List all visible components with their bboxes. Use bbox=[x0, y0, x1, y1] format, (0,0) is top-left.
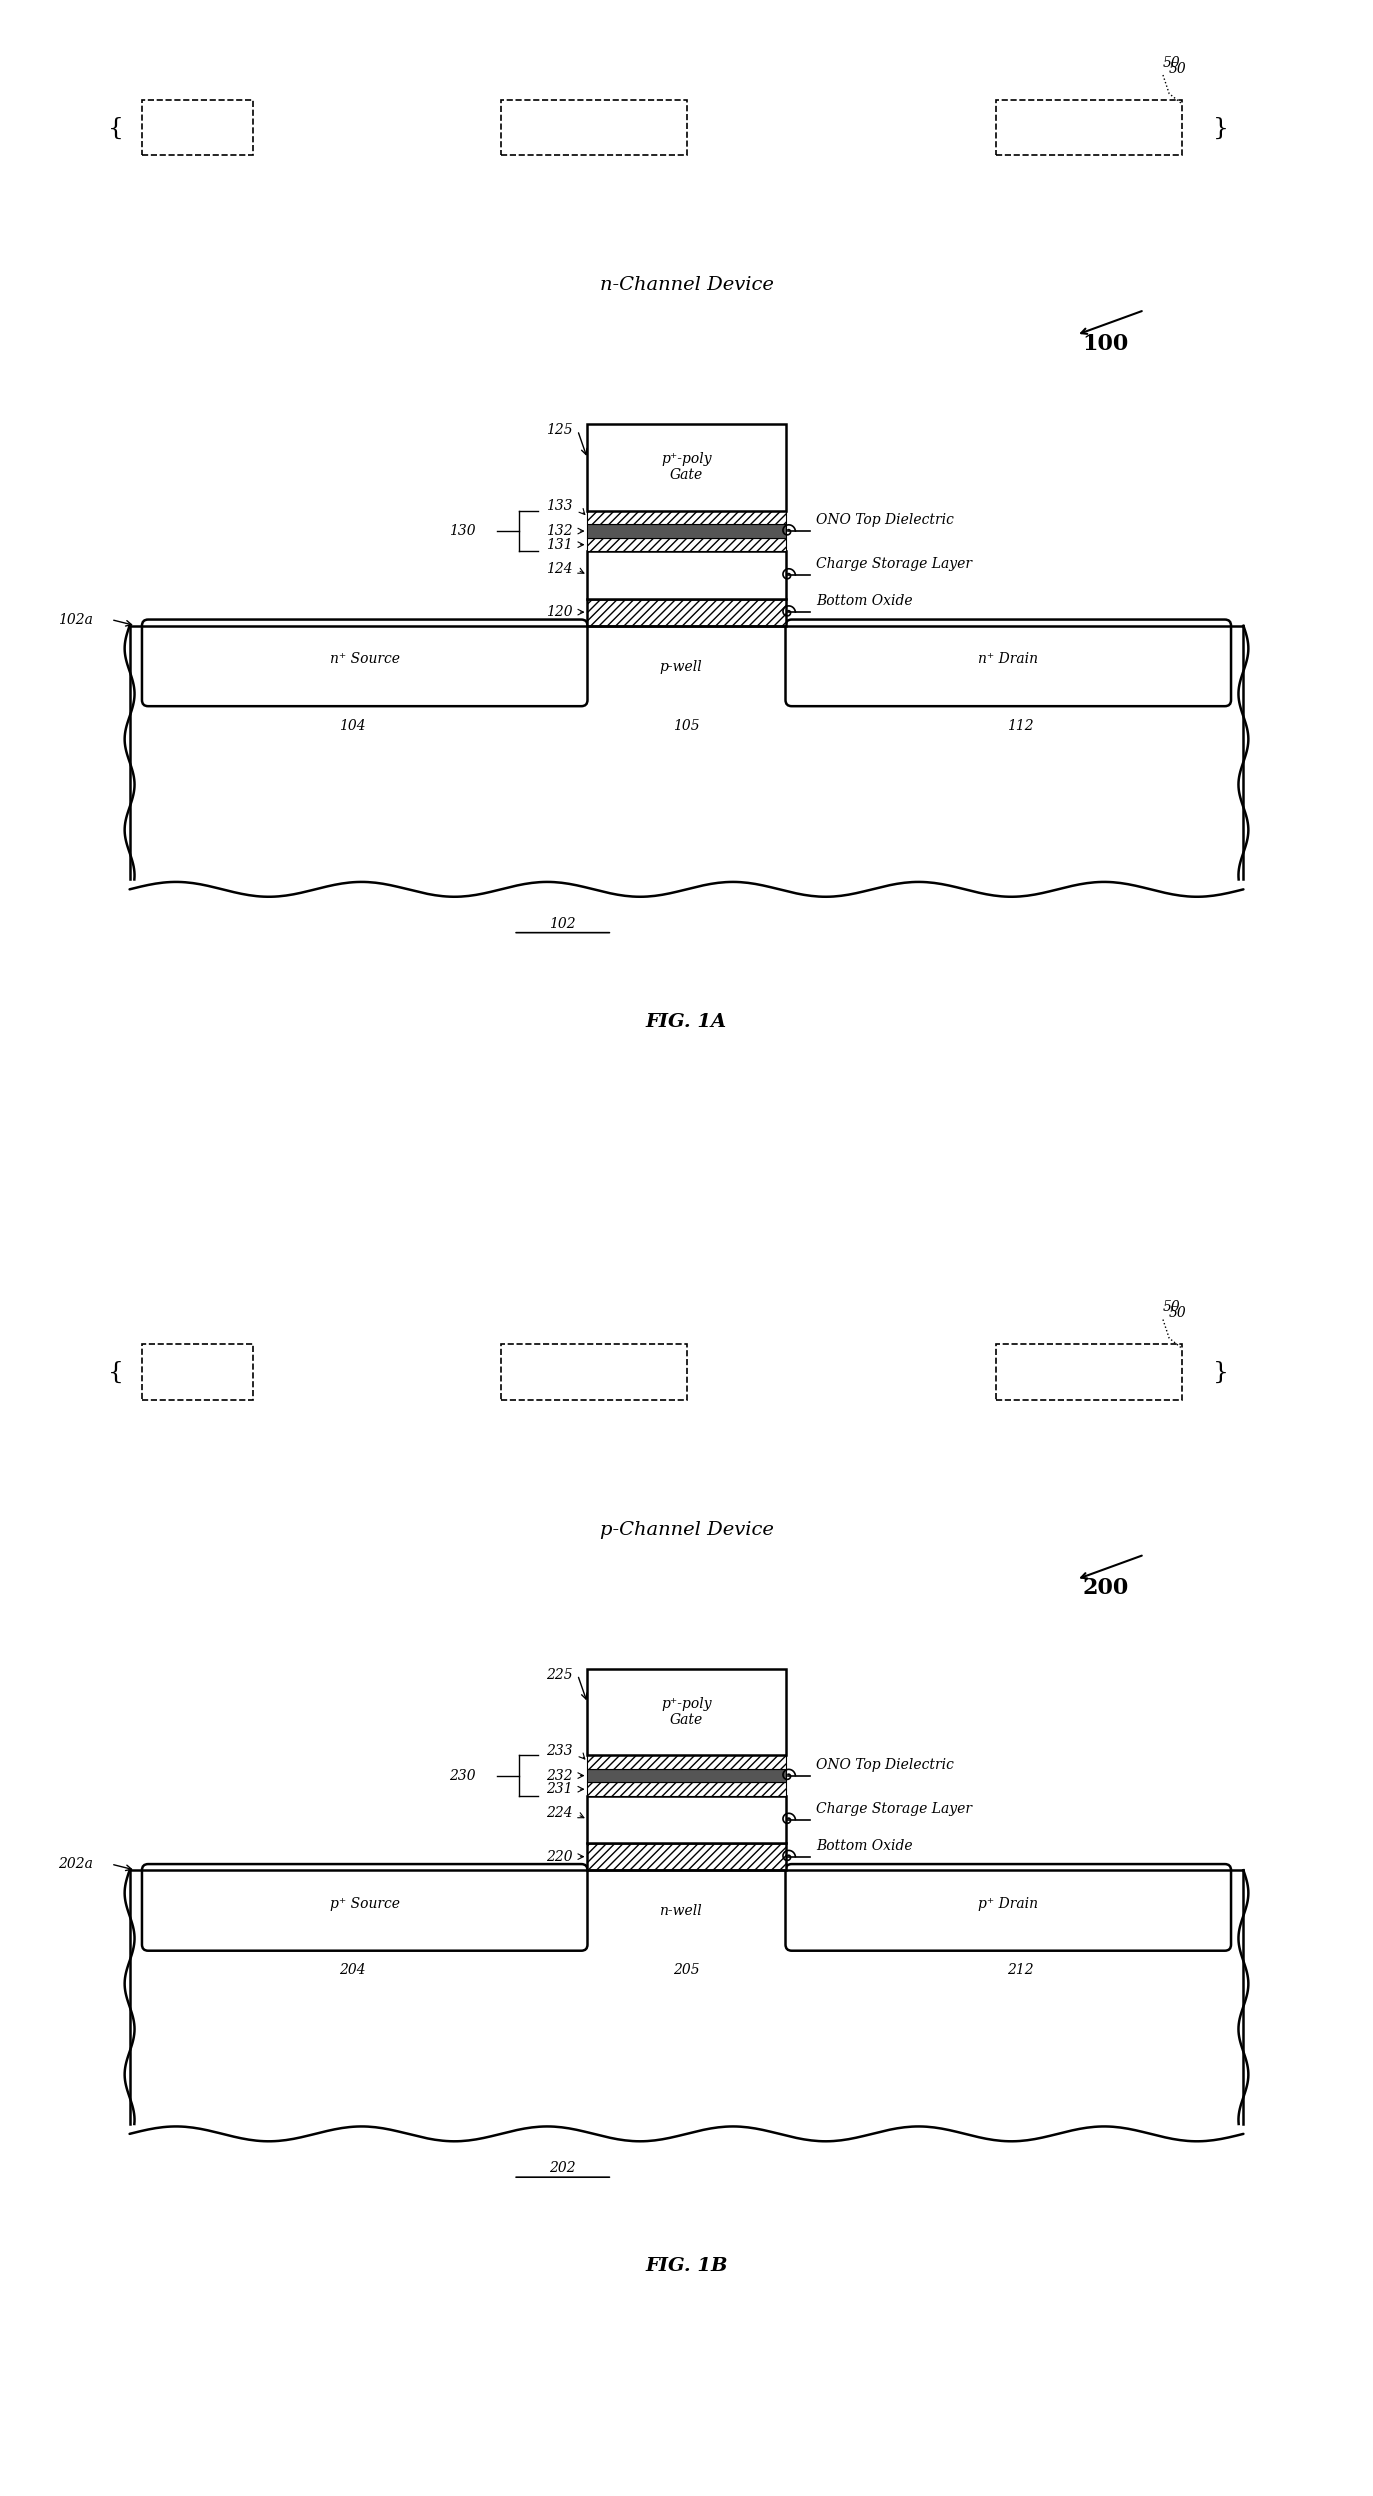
Text: }: } bbox=[1212, 117, 1229, 140]
Bar bbox=[141, 1345, 254, 1400]
Text: 200: 200 bbox=[1082, 1577, 1129, 1600]
Text: 50: 50 bbox=[1163, 1300, 1181, 1315]
FancyBboxPatch shape bbox=[141, 619, 588, 706]
Text: 133: 133 bbox=[546, 499, 573, 514]
Text: 50: 50 bbox=[1163, 55, 1181, 70]
Text: 50: 50 bbox=[1170, 1305, 1186, 1320]
Text: 231: 231 bbox=[546, 1782, 573, 1797]
Text: p-well: p-well bbox=[659, 659, 702, 674]
Text: FIG. 1B: FIG. 1B bbox=[645, 2256, 728, 2276]
Text: 205: 205 bbox=[673, 1962, 700, 1977]
Bar bbox=[588, 424, 785, 512]
Bar bbox=[588, 1842, 785, 1870]
Text: Charge Storage Layer: Charge Storage Layer bbox=[817, 557, 972, 572]
Text: p⁺-poly
Gate: p⁺-poly Gate bbox=[662, 452, 711, 482]
FancyBboxPatch shape bbox=[785, 619, 1232, 706]
Text: 212: 212 bbox=[1008, 1962, 1034, 1977]
Text: ONO Top Dielectric: ONO Top Dielectric bbox=[817, 514, 954, 527]
Text: 105: 105 bbox=[673, 719, 700, 731]
Bar bbox=[588, 1782, 785, 1797]
Text: 50: 50 bbox=[1170, 62, 1186, 75]
Text: p⁺-poly
Gate: p⁺-poly Gate bbox=[662, 1697, 711, 1727]
Text: 232: 232 bbox=[546, 1770, 573, 1782]
Bar bbox=[995, 1345, 1182, 1400]
Text: n⁺ Drain: n⁺ Drain bbox=[979, 651, 1038, 666]
Bar bbox=[588, 1770, 785, 1782]
Text: 131: 131 bbox=[546, 537, 573, 552]
Text: 225: 225 bbox=[546, 1667, 573, 1682]
Bar bbox=[588, 599, 785, 626]
Bar bbox=[995, 100, 1182, 155]
Text: {: { bbox=[107, 117, 124, 140]
Text: 202a: 202a bbox=[58, 1857, 92, 1872]
Text: 230: 230 bbox=[449, 1770, 476, 1782]
Text: 112: 112 bbox=[1008, 719, 1034, 731]
Text: }: } bbox=[1212, 1360, 1229, 1385]
Text: Charge Storage Layer: Charge Storage Layer bbox=[817, 1802, 972, 1815]
Text: 102: 102 bbox=[549, 916, 577, 931]
Text: 202: 202 bbox=[549, 2162, 577, 2174]
Text: 104: 104 bbox=[339, 719, 365, 731]
Text: Bottom Oxide: Bottom Oxide bbox=[817, 1840, 913, 1852]
FancyBboxPatch shape bbox=[141, 1865, 588, 1952]
Bar bbox=[141, 100, 254, 155]
Bar bbox=[588, 552, 785, 599]
Text: 125: 125 bbox=[546, 424, 573, 437]
Text: 100: 100 bbox=[1082, 332, 1129, 354]
Bar bbox=[588, 537, 785, 552]
Text: n-Channel Device: n-Channel Device bbox=[600, 277, 773, 295]
Text: p⁺ Source: p⁺ Source bbox=[330, 1897, 400, 1909]
Text: 124: 124 bbox=[546, 562, 573, 577]
Text: p⁺ Drain: p⁺ Drain bbox=[979, 1897, 1038, 1909]
Text: 132: 132 bbox=[546, 524, 573, 539]
Text: 204: 204 bbox=[339, 1962, 365, 1977]
Bar bbox=[588, 1755, 785, 1770]
Bar bbox=[588, 512, 785, 524]
Text: Bottom Oxide: Bottom Oxide bbox=[817, 594, 913, 609]
Bar bbox=[501, 100, 686, 155]
Text: {: { bbox=[107, 1360, 124, 1385]
Text: 233: 233 bbox=[546, 1745, 573, 1757]
Text: n⁺ Source: n⁺ Source bbox=[330, 651, 400, 666]
Bar bbox=[588, 1797, 785, 1842]
Text: n-well: n-well bbox=[659, 1904, 702, 1917]
Text: 130: 130 bbox=[449, 524, 476, 539]
Bar bbox=[588, 524, 785, 537]
Bar bbox=[501, 1345, 686, 1400]
Text: ONO Top Dielectric: ONO Top Dielectric bbox=[817, 1757, 954, 1772]
Text: 102a: 102a bbox=[58, 612, 92, 626]
Text: 220: 220 bbox=[546, 1850, 573, 1865]
Text: 224: 224 bbox=[546, 1807, 573, 1820]
Text: 120: 120 bbox=[546, 604, 573, 619]
FancyBboxPatch shape bbox=[785, 1865, 1232, 1952]
Bar bbox=[588, 1667, 785, 1755]
Text: p-Channel Device: p-Channel Device bbox=[600, 1520, 773, 1538]
Text: FIG. 1A: FIG. 1A bbox=[645, 1013, 728, 1031]
